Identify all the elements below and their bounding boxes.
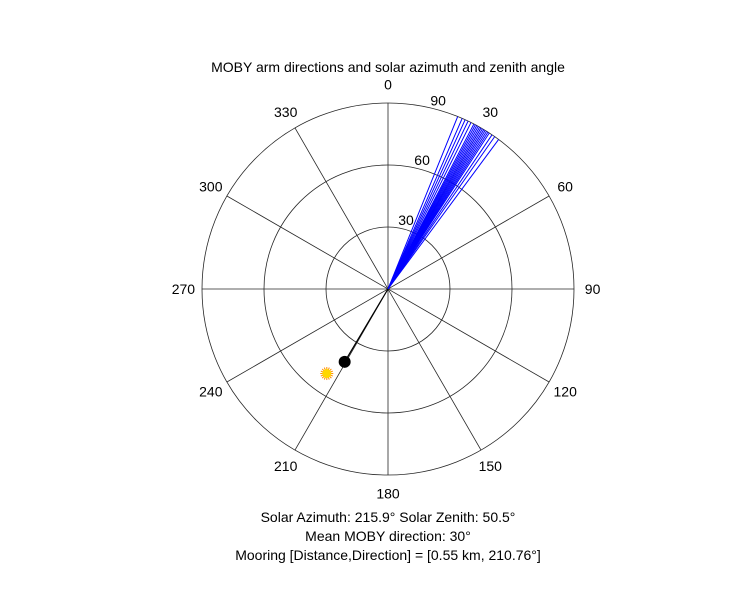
- angle-tick-label-60: 60: [557, 179, 573, 195]
- angle-tick-label-150: 150: [479, 458, 503, 474]
- mooring-marker: [338, 355, 351, 368]
- radial-tick-label-60: 60: [414, 152, 430, 168]
- mooring-annotation: Mooring [Distance,Direction] = [0.55 km,…: [235, 547, 541, 563]
- moby-arm-line-20: [387, 139, 500, 290]
- angle-tick-label-210: 210: [274, 458, 298, 474]
- angle-tick-label-120: 120: [554, 383, 578, 399]
- mooring-line: [344, 288, 389, 363]
- moby-arm-line-18: [387, 134, 493, 290]
- solar-angles-annotation: Solar Azimuth: 215.9° Solar Zenith: 50.5…: [260, 509, 516, 525]
- angle-tick-label-90: 90: [585, 281, 601, 297]
- angle-tick-label-30: 30: [483, 104, 499, 120]
- moby-arm-line-19: [387, 136, 496, 290]
- moby-arm-line-3: [387, 119, 466, 290]
- moby-arm-line-4: [387, 120, 469, 290]
- angle-tick-label-330: 330: [274, 104, 298, 120]
- mean-direction-annotation: Mean MOBY direction: 30°: [305, 528, 471, 544]
- angle-tick-label-300: 300: [199, 179, 223, 195]
- angle-tick-label-180: 180: [376, 486, 400, 502]
- chart-title: MOBY arm directions and solar azimuth an…: [211, 59, 565, 75]
- moby-arm-line-17: [387, 132, 490, 290]
- angle-tick-label-240: 240: [199, 383, 223, 399]
- moby-arm-line-1: [387, 116, 459, 290]
- sun-marker: [322, 369, 332, 379]
- radial-tick-label-90: 90: [430, 92, 446, 108]
- angle-tick-label-270: 270: [172, 281, 196, 297]
- moby-arm-line-2: [387, 118, 463, 290]
- angle-tick-label-0: 0: [384, 76, 392, 92]
- data-series: [320, 116, 500, 381]
- tick-labels: 0 30 60 90 120 150 180 210 240 270 300 330 30 60 90: [172, 76, 601, 501]
- radial-tick-label-30: 30: [398, 212, 414, 228]
- moby-arm-line-5: [387, 122, 472, 290]
